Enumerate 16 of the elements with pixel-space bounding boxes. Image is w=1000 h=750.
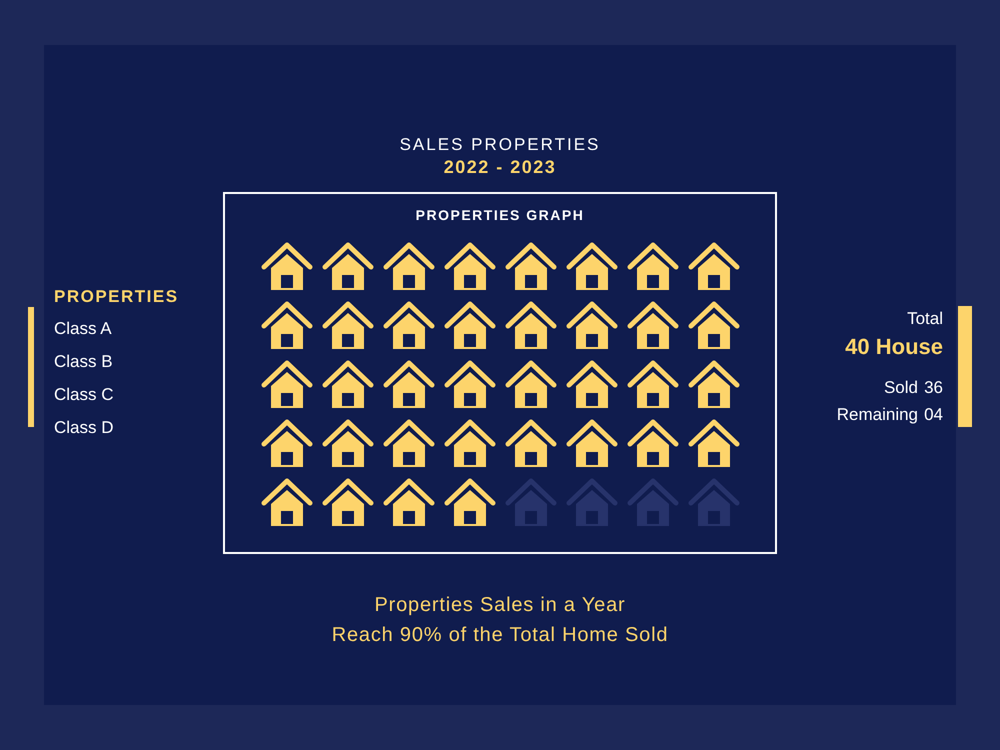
text: Class C: [54, 385, 114, 404]
text: Class D: [54, 418, 114, 437]
text: 40 House: [845, 334, 943, 359]
data-label: 36: [924, 378, 943, 397]
text: SALES PROPERTIES: [400, 135, 600, 154]
text: Reach 90% of the Total Home Sold: [332, 624, 668, 646]
text: Properties Sales in a Year: [374, 594, 626, 616]
text: Class B: [54, 352, 113, 371]
text: PROPERTIES: [54, 287, 179, 306]
data-label: 04: [924, 405, 943, 424]
text: PROPERTIES GRAPH: [416, 207, 584, 223]
text: Class A: [54, 319, 112, 338]
text: 2022 - 2023: [444, 157, 556, 177]
category-label: Sold: [884, 378, 918, 397]
category-label: Remaining: [836, 405, 918, 424]
text: Total: [907, 309, 943, 328]
